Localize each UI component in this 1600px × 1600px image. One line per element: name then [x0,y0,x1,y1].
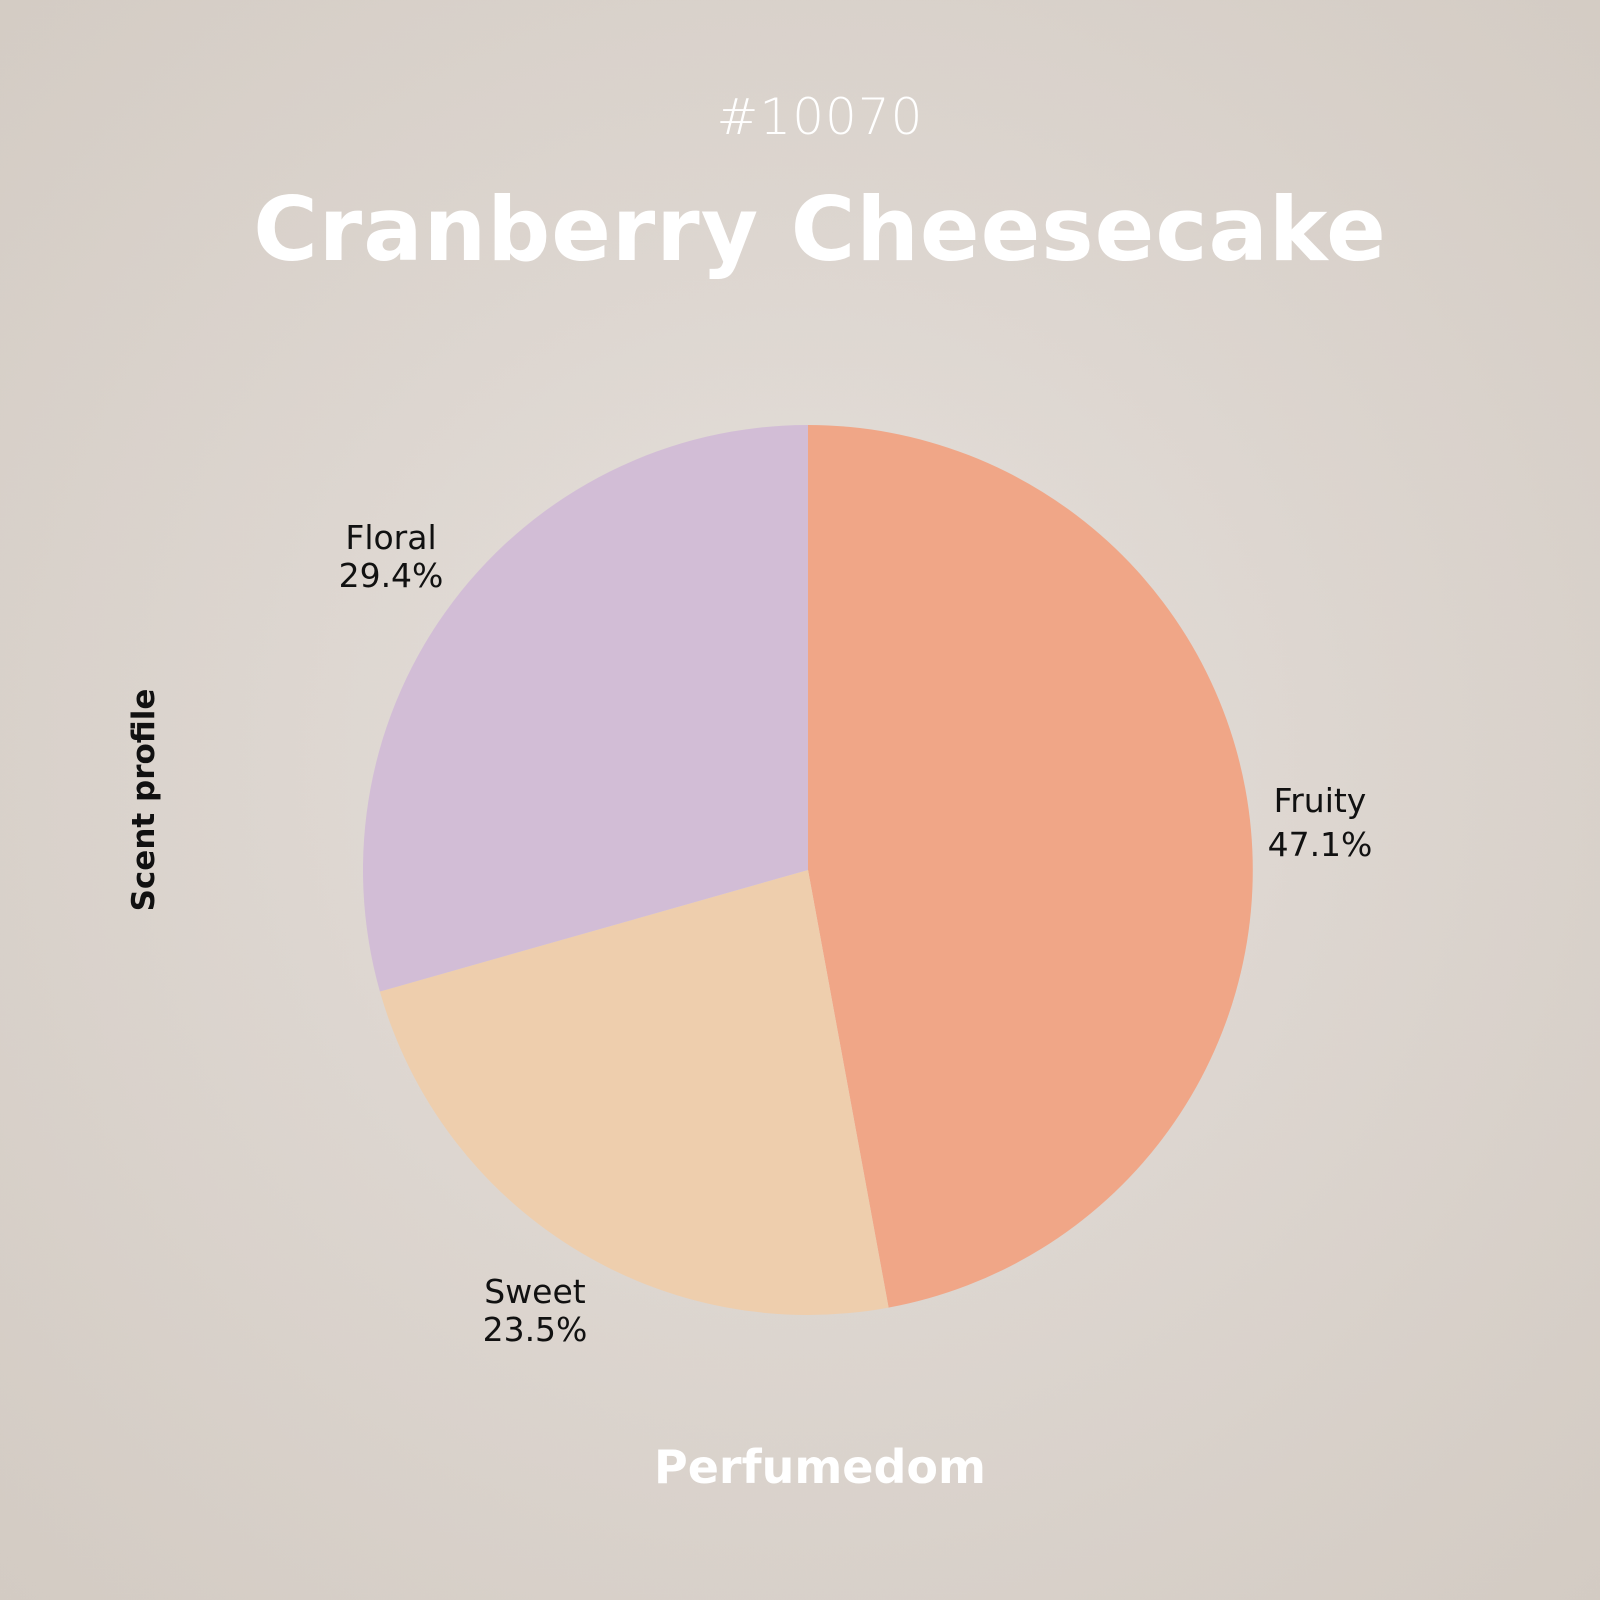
slice-label-fruity: Fruity 47.1% [1268,782,1373,864]
slice-percent: 47.1% [1267,825,1373,864]
brand-footer: Perfumedom [654,1440,986,1494]
slice-floral [362,424,808,992]
chart-title: Cranberry Cheesecake [253,178,1387,281]
slice-name: Sweet [484,1272,586,1311]
slice-percent: 23.5% [482,1310,588,1349]
slice-label-floral: Floral 29.4% [339,519,444,595]
slice-fruity [808,425,1253,1308]
slice-name: Fruity [1273,781,1367,820]
slice-percent: 29.4% [338,556,444,595]
fragrance-id: #10070 [716,88,924,146]
slice-label-sweet: Sweet 23.5% [483,1273,588,1349]
slice-sweet [379,870,889,1315]
slice-name: Floral [345,518,437,557]
